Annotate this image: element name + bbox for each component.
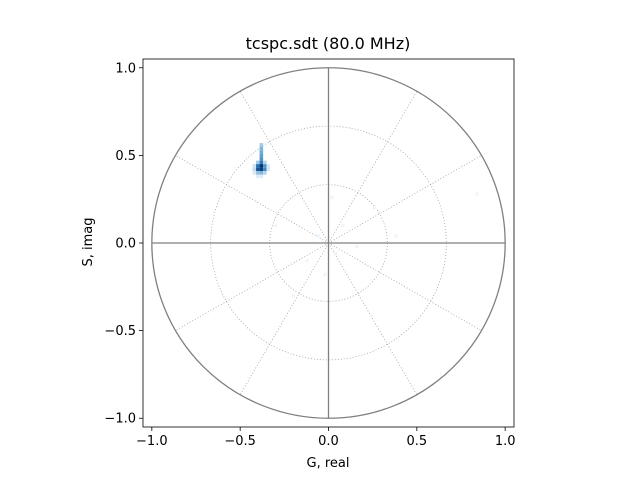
histogram-bin [333,251,338,256]
y-tick-label: 1.0 [115,61,136,76]
y-tick-label: 0.5 [115,149,136,164]
x-tick-label: 0.0 [318,434,339,449]
histogram-bin [259,150,264,154]
histogram-bin [330,195,334,200]
histogram-bin [259,157,264,161]
histogram-bin [259,164,264,168]
x-tick-label: −1.0 [136,434,168,449]
x-axis-ticks: −1.0 −0.5 0.0 0.5 1.0 [136,427,516,449]
histogram-bin [263,164,267,168]
histogram-bin [259,146,264,151]
chart-title: tcspc.sdt (80.0 MHz) [246,34,411,53]
histogram-bin [475,192,479,196]
histogram-bin [259,143,264,147]
x-tick-label: −0.5 [224,434,256,449]
y-tick-label: 0.0 [115,237,136,252]
grid-spoke-300 [328,242,418,395]
plot-area [142,58,515,428]
histogram-bin [305,258,310,263]
histogram-bin [355,244,359,249]
histogram-bin [323,272,327,277]
y-tick-label: −0.5 [104,324,136,339]
histogram-bin [252,164,257,168]
histogram-bin [256,174,260,179]
histogram-bin [263,167,267,172]
histogram-bin [259,153,264,158]
y-tick-label: −1.0 [104,412,136,427]
histogram-bin [259,167,264,172]
histogram-bin [266,164,271,168]
histogram-bin [252,167,257,172]
y-axis-ticks: −1.0 −0.5 0.0 0.5 1.0 [104,61,143,427]
histogram-bin [256,171,260,175]
y-axis-label: S, imag [81,217,96,266]
histogram-bin [263,160,267,165]
histogram-bin [393,234,398,238]
histogram-bin [256,160,260,165]
histogram-bin [256,167,260,172]
grid-spoke-120 [239,91,329,244]
axis-lines [151,67,506,419]
histogram-bin [340,223,345,228]
histogram-bin [252,171,257,175]
histogram-bin [291,293,295,298]
grid-spoke-60 [328,91,418,244]
grid-spoke-240 [239,242,329,395]
phasor-histogram [252,143,479,298]
histogram-bin [372,206,377,210]
histogram-bin [256,164,260,168]
histogram-bin [259,171,264,175]
x-axis-label: G, real [307,456,350,471]
histogram-bin [263,171,267,175]
histogram-bin [316,234,320,238]
histogram-bin [273,223,278,228]
x-tick-label: 1.0 [495,434,516,449]
histogram-bin [266,167,271,172]
histogram-bin [259,174,264,179]
histogram-bin [259,160,264,165]
x-tick-label: 0.5 [406,434,427,449]
